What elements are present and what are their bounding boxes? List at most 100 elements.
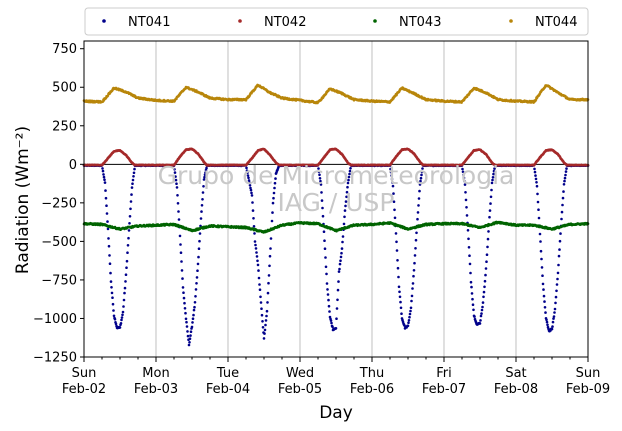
data-point bbox=[129, 207, 132, 211]
data-point bbox=[399, 300, 402, 304]
data-point bbox=[326, 293, 330, 296]
data-point bbox=[322, 230, 326, 233]
data-point bbox=[539, 240, 542, 243]
data-point bbox=[265, 314, 268, 318]
data-point bbox=[199, 217, 203, 220]
data-point bbox=[128, 215, 132, 218]
data-point bbox=[194, 288, 198, 291]
data-point bbox=[267, 281, 270, 285]
data-point bbox=[106, 227, 110, 231]
data-point bbox=[339, 255, 343, 259]
data-point bbox=[327, 304, 331, 308]
x-tick-label-day: Sun bbox=[576, 366, 601, 381]
data-point bbox=[334, 327, 338, 330]
data-point bbox=[482, 295, 485, 299]
x-tick-label-day: Fri bbox=[436, 366, 452, 381]
data-point bbox=[195, 282, 198, 285]
data-point bbox=[132, 175, 135, 178]
data-point bbox=[533, 167, 536, 171]
data-point bbox=[348, 172, 351, 176]
data-point bbox=[245, 169, 249, 172]
watermark-line-1: Grupo de Micrometeorologia bbox=[158, 161, 515, 190]
data-point bbox=[389, 167, 392, 171]
data-point bbox=[562, 183, 566, 186]
data-point bbox=[343, 215, 346, 219]
data-point bbox=[421, 167, 424, 170]
data-point bbox=[342, 222, 346, 226]
data-point bbox=[486, 237, 490, 241]
data-point bbox=[327, 298, 330, 302]
data-point bbox=[553, 311, 556, 314]
legend: NT041 NT042 NT043 NT044 bbox=[84, 7, 589, 36]
data-point bbox=[397, 275, 400, 279]
y-tick-label: −1250 bbox=[33, 351, 77, 366]
data-point bbox=[481, 301, 485, 304]
data-point bbox=[490, 181, 494, 185]
data-point bbox=[271, 201, 275, 205]
data-point bbox=[464, 198, 468, 202]
data-point bbox=[493, 167, 496, 170]
data-point bbox=[198, 232, 202, 235]
data-point bbox=[318, 177, 322, 180]
data-point bbox=[472, 308, 475, 312]
data-point bbox=[320, 191, 323, 194]
data-point bbox=[252, 225, 256, 228]
data-point bbox=[256, 259, 259, 263]
legend-label: NT041 bbox=[128, 15, 170, 30]
data-point bbox=[341, 240, 344, 244]
data-point bbox=[471, 297, 474, 301]
data-point bbox=[258, 283, 261, 286]
data-point bbox=[538, 232, 542, 236]
data-point bbox=[103, 181, 107, 184]
data-point bbox=[118, 326, 122, 329]
data-point bbox=[248, 184, 252, 187]
data-point bbox=[408, 315, 411, 319]
data-point bbox=[175, 182, 178, 185]
data-point bbox=[272, 191, 276, 195]
data-point bbox=[543, 300, 546, 303]
data-point bbox=[481, 305, 484, 309]
data-point bbox=[551, 320, 555, 324]
data-point bbox=[469, 280, 473, 284]
data-point bbox=[483, 279, 487, 283]
data-point bbox=[124, 280, 127, 283]
data-point bbox=[179, 251, 183, 254]
data-point bbox=[417, 197, 421, 200]
y-axis-title: Radiation (Wm⁻²) bbox=[13, 126, 33, 274]
data-point bbox=[246, 171, 249, 175]
data-point bbox=[555, 283, 559, 286]
x-tick-label-day: Thu bbox=[359, 366, 384, 381]
data-point bbox=[545, 320, 549, 324]
data-point bbox=[262, 337, 266, 340]
data-point bbox=[195, 276, 199, 279]
data-point bbox=[462, 173, 465, 177]
data-point bbox=[108, 262, 112, 266]
data-point bbox=[196, 262, 200, 266]
data-point bbox=[259, 301, 263, 304]
data-point bbox=[259, 295, 262, 299]
data-point bbox=[480, 308, 484, 312]
data-point bbox=[189, 334, 192, 337]
data-point bbox=[541, 274, 544, 278]
data-point bbox=[389, 170, 393, 174]
data-point bbox=[336, 288, 340, 292]
data-point bbox=[130, 186, 134, 189]
data-point bbox=[253, 240, 257, 243]
data-point bbox=[180, 269, 184, 272]
data-point bbox=[266, 301, 269, 304]
data-point bbox=[178, 234, 182, 238]
data-point bbox=[552, 317, 555, 320]
data-point bbox=[331, 325, 334, 329]
data-point bbox=[192, 308, 196, 312]
data-point bbox=[390, 177, 394, 181]
data-point bbox=[461, 170, 465, 174]
data-point bbox=[346, 181, 350, 185]
data-point bbox=[250, 194, 254, 197]
data-point bbox=[329, 319, 333, 322]
data-point bbox=[257, 276, 261, 280]
data-point bbox=[537, 208, 540, 211]
data-point bbox=[261, 326, 265, 329]
data-point bbox=[189, 330, 193, 334]
data-point bbox=[127, 229, 131, 232]
data-points-layer bbox=[82, 83, 590, 347]
